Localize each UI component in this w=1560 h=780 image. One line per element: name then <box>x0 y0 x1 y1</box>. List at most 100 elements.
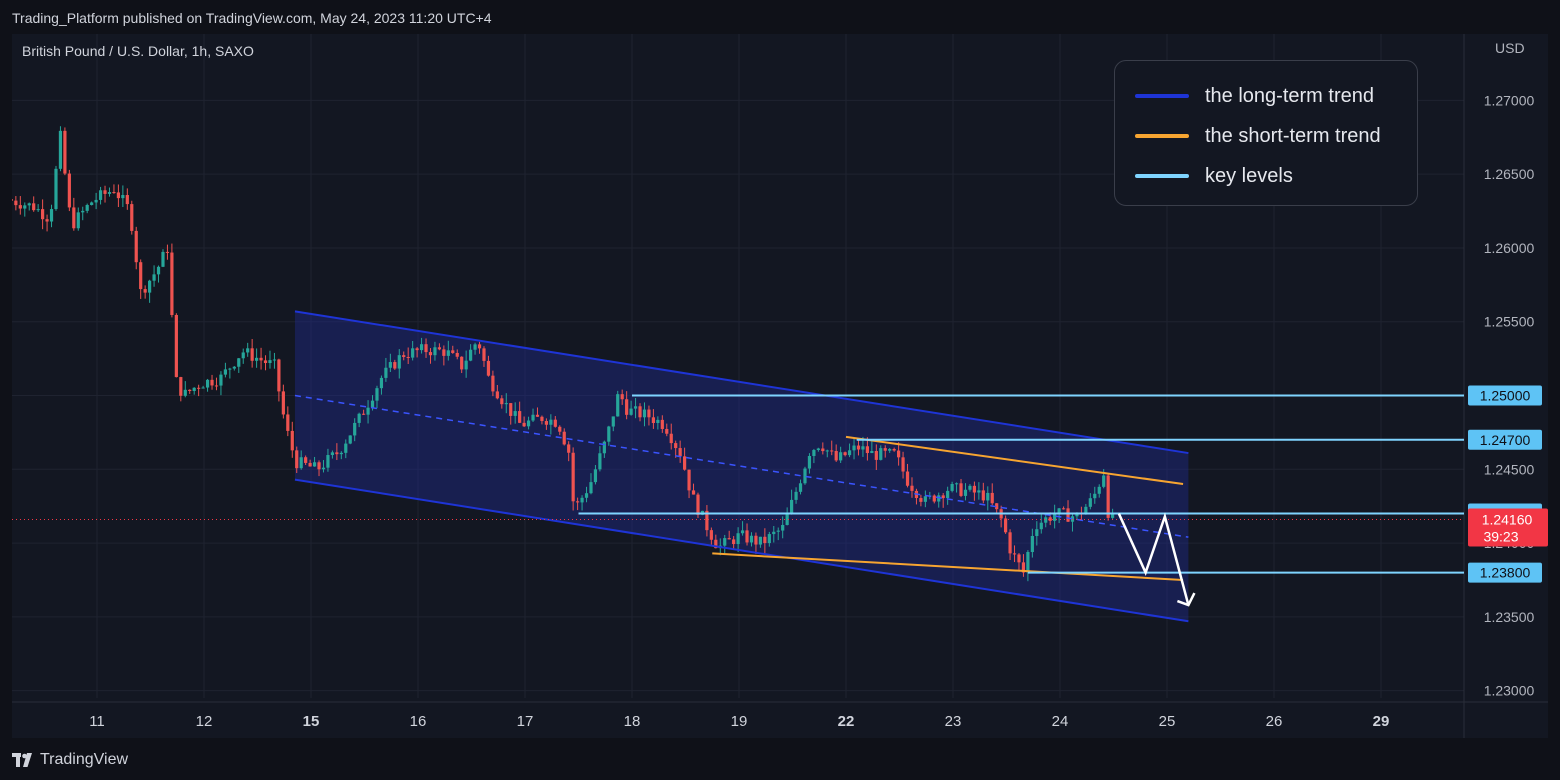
candle-body <box>188 389 192 391</box>
candle-body <box>241 352 245 359</box>
candle-body <box>210 379 214 386</box>
candle <box>678 440 682 463</box>
y-tick-label: 1.23500 <box>1484 609 1535 625</box>
candle-body <box>491 375 495 392</box>
candle <box>656 416 660 430</box>
candle-body <box>576 501 580 503</box>
candle-body <box>816 448 820 451</box>
candle <box>1017 553 1021 572</box>
candle-body <box>312 462 317 467</box>
brand-name: TradingView <box>40 751 129 768</box>
candle-body <box>433 347 437 356</box>
projection-arrow-head <box>1176 592 1196 607</box>
candle <box>161 249 165 268</box>
tradingview-logo[interactable]: TradingView <box>12 750 128 770</box>
candle-body <box>353 422 357 436</box>
candle <box>317 460 321 477</box>
candle <box>1044 514 1048 528</box>
candle-body <box>522 422 526 427</box>
candle <box>1008 529 1012 561</box>
symbol-label: British Pound / U.S. Dollar, 1h, SAXO <box>22 43 254 59</box>
candle-body <box>620 394 624 400</box>
candle <box>665 423 669 437</box>
candle <box>794 487 798 504</box>
candle <box>937 492 941 508</box>
candle <box>892 447 896 452</box>
candle-body <box>446 350 450 356</box>
candle <box>375 385 379 409</box>
candle-body <box>263 360 268 364</box>
candle-body <box>388 362 392 368</box>
candle-body <box>963 489 968 496</box>
candle <box>865 437 869 461</box>
candle-body <box>277 359 281 392</box>
candle-body <box>23 205 27 209</box>
candle-body <box>665 428 669 434</box>
candle-body <box>268 360 272 364</box>
candle <box>825 449 829 458</box>
candle-body <box>362 413 366 415</box>
candle-body <box>865 446 869 454</box>
candle-body <box>705 510 709 531</box>
candle-body <box>402 355 406 357</box>
candle <box>1004 515 1008 534</box>
candle-body <box>49 209 54 222</box>
candle <box>638 403 642 422</box>
candle <box>170 243 174 318</box>
candle-body <box>888 448 892 451</box>
candle <box>41 199 45 230</box>
legend-item-key-levels: key levels <box>1135 163 1293 189</box>
candle-body <box>1030 535 1034 553</box>
candle-body <box>14 200 18 206</box>
candle-body <box>638 406 642 418</box>
candle <box>36 204 40 212</box>
candle-body <box>580 497 584 503</box>
candle <box>888 447 892 453</box>
candle <box>72 197 76 231</box>
candle <box>611 416 615 432</box>
candle <box>954 482 959 493</box>
candle-body <box>90 202 94 205</box>
candle-body <box>509 403 513 416</box>
candle <box>518 401 522 424</box>
candle <box>49 204 54 228</box>
candle-body <box>959 483 963 496</box>
candle-body <box>856 445 861 450</box>
candle <box>14 196 18 211</box>
candle <box>415 346 419 358</box>
candle-body <box>598 453 602 470</box>
legend-swatch-long-term <box>1135 94 1189 98</box>
candle <box>1021 554 1026 577</box>
y-tick-label: 1.27000 <box>1484 92 1535 108</box>
candle <box>250 339 254 368</box>
candle-body <box>647 409 651 418</box>
candle-body <box>772 531 776 535</box>
candle-body <box>540 416 544 422</box>
candle-body <box>990 492 994 504</box>
candle-body <box>81 210 85 213</box>
candle <box>286 406 290 437</box>
candle <box>268 350 272 369</box>
candle <box>406 347 410 365</box>
candle <box>879 445 883 461</box>
candle-body <box>424 344 428 353</box>
candle <box>941 493 945 508</box>
key-level-tag-bg <box>1468 385 1542 406</box>
candle-body <box>937 495 941 502</box>
candle <box>277 358 281 402</box>
candle-body <box>411 348 415 358</box>
candle <box>210 374 214 390</box>
candle-body <box>116 192 120 199</box>
candle-body <box>170 252 174 315</box>
candle <box>919 494 923 507</box>
candle <box>139 259 143 299</box>
candle-body <box>72 207 76 229</box>
candle <box>255 348 259 368</box>
candle-body <box>174 314 178 378</box>
candle <box>812 448 816 464</box>
candle <box>531 408 535 423</box>
candle <box>593 465 598 485</box>
candle-body <box>1004 518 1008 533</box>
candle <box>45 214 49 232</box>
candle-body <box>696 494 700 515</box>
